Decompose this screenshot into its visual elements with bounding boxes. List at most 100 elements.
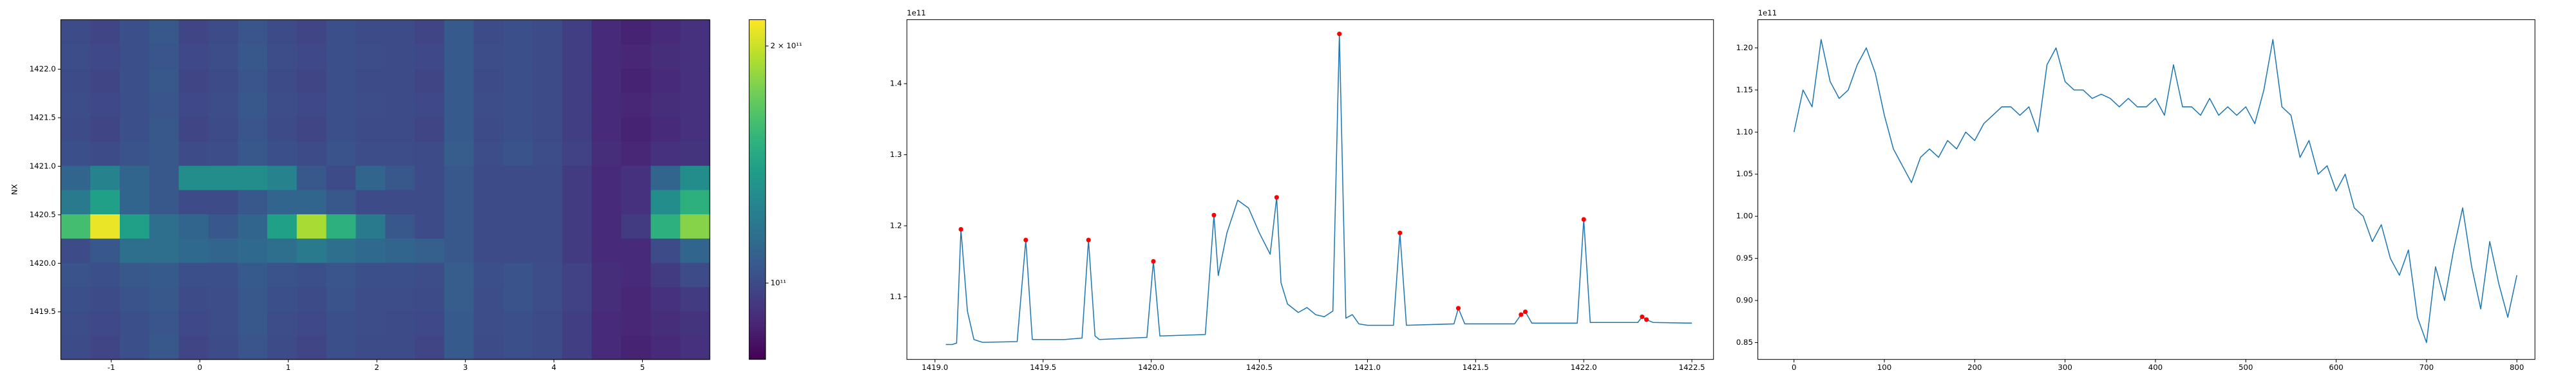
y-tick-label: 1421.5 <box>30 113 56 122</box>
heatmap-cell <box>473 116 504 142</box>
heatmap-cell <box>208 165 238 190</box>
heatmap-cell <box>473 44 504 69</box>
heatmap-cell <box>562 116 592 142</box>
y-tick-label: 1421.0 <box>30 161 56 170</box>
x-tick-label: 3 <box>463 363 468 372</box>
heatmap-cell <box>621 68 652 93</box>
heatmap-cell <box>267 262 298 288</box>
x-tick-label: 500 <box>2239 363 2253 372</box>
heatmap-cell <box>208 141 238 166</box>
heatmap-cell <box>533 335 563 360</box>
x-tick-label: 300 <box>2058 363 2072 372</box>
heatmap-cell <box>178 189 209 215</box>
heatmap-cell <box>385 92 415 118</box>
heatmap-cell <box>444 19 475 45</box>
heatmap-cell <box>90 262 120 288</box>
heatmap-cell <box>385 19 415 45</box>
heatmap-cell <box>267 238 298 263</box>
heatmap-cell <box>90 214 120 239</box>
heatmap-cell <box>503 141 533 166</box>
heatmap-cell <box>61 92 91 118</box>
heatmap-cell <box>503 238 533 263</box>
peak-marker <box>1644 317 1649 322</box>
heatmap-cell <box>385 44 415 69</box>
heatmap-cell <box>444 286 475 312</box>
heatmap-cell <box>296 68 327 93</box>
heatmap-cell <box>591 189 622 215</box>
heatmap-cell <box>267 92 298 118</box>
heatmap-cell <box>680 141 710 166</box>
heatmap-cell <box>503 44 533 69</box>
heatmap-cell <box>415 116 445 142</box>
heatmap-cell <box>326 165 357 190</box>
y-tick-label: 0.95 <box>1736 253 1753 262</box>
heatmap-cell <box>149 238 180 263</box>
heatmap-cell <box>238 238 268 263</box>
heatmap-cell <box>208 68 238 93</box>
heatmap-cell <box>90 44 120 69</box>
heatmap-cell <box>119 262 150 288</box>
heatmap-cell <box>415 44 445 69</box>
heatmap-cell <box>238 311 268 336</box>
data-line <box>1793 39 2517 344</box>
x-tick-label: 1422.0 <box>1571 363 1597 372</box>
heatmap-cell <box>119 286 150 312</box>
heatmap-cell <box>385 214 415 239</box>
heatmap-cell <box>621 92 652 118</box>
heatmap-cell <box>533 238 563 263</box>
heatmap-cell <box>238 44 268 69</box>
y-tick-label: 0.85 <box>1736 338 1753 347</box>
heatmap-cell <box>90 141 120 166</box>
heatmap-cell <box>591 68 622 93</box>
heatmap-cell <box>562 44 592 69</box>
heatmap-cell <box>680 214 710 239</box>
x-tick-label: 400 <box>2148 363 2163 372</box>
heatmap-cell <box>562 141 592 166</box>
heatmap-cell <box>680 19 710 45</box>
heatmap-cell <box>149 44 180 69</box>
heatmap-cell <box>473 335 504 360</box>
y-tick-label: 1.15 <box>1736 85 1753 94</box>
heatmap-cell <box>355 262 386 288</box>
heatmap-cell <box>650 311 681 336</box>
heatmap-cell <box>178 141 209 166</box>
heatmap-cell <box>267 19 298 45</box>
heatmap-cell <box>680 116 710 142</box>
heatmap-cell <box>149 286 180 312</box>
heatmap-cell <box>444 116 475 142</box>
heatmap-cell <box>473 68 504 93</box>
heatmap-cell <box>296 116 327 142</box>
heatmap-cell <box>208 286 238 312</box>
heatmap-cell <box>326 238 357 263</box>
heatmap-cell <box>562 286 592 312</box>
heatmap-cell <box>326 335 357 360</box>
heatmap-cell <box>444 165 475 190</box>
heatmap-cell <box>650 68 681 93</box>
heatmap-cell <box>503 116 533 142</box>
heatmap-cell <box>61 19 91 45</box>
heatmap-cell <box>238 214 268 239</box>
heatmap-cell <box>591 311 622 336</box>
heatmap-cell <box>61 116 91 142</box>
x-tick-label: 800 <box>2510 363 2524 372</box>
heatmap-cell <box>533 311 563 336</box>
heatmap-cell <box>119 116 150 142</box>
heatmap-cell <box>415 92 445 118</box>
heatmap-cell <box>621 165 652 190</box>
heatmap-cell <box>238 165 268 190</box>
axes-frame <box>1757 19 2535 360</box>
heatmap-cell <box>326 214 357 239</box>
heatmap-cell <box>591 116 622 142</box>
heatmap-cell <box>562 68 592 93</box>
peak-marker <box>958 226 963 232</box>
heatmap-cell <box>238 19 268 45</box>
x-tick-label: 2 <box>374 363 379 372</box>
heatmap-cell <box>503 262 533 288</box>
heatmap-cell <box>208 116 238 142</box>
heatmap-cell <box>444 238 475 263</box>
heatmap-cell <box>444 92 475 118</box>
heatmap-cell <box>178 19 209 45</box>
heatmap-cell <box>533 214 563 239</box>
heatmap-cell <box>208 214 238 239</box>
peak-marker <box>1581 217 1586 222</box>
